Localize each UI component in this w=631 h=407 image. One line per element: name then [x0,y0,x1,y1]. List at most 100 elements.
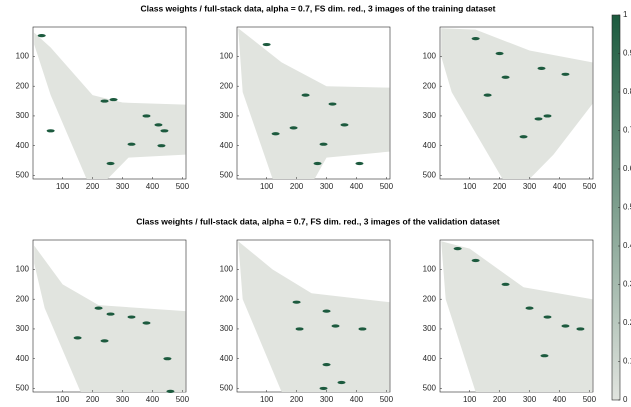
x-tick-label: 400 [146,395,160,404]
colorbar-tick-label: 1 [623,10,628,19]
image-blob [313,161,322,166]
x-tick-label: 300 [320,395,334,404]
x-tick-label: 500 [176,395,190,404]
image-blob [576,327,585,331]
image-blob [561,72,570,76]
image-blob [166,389,175,394]
image-blob [163,357,172,361]
x-tick-label: 500 [380,182,394,191]
x-tick-label: 200 [86,395,100,404]
y-tick-label: 300 [220,324,234,333]
y-tick-label: 200 [220,81,234,90]
image-blob [501,75,510,79]
x-tick-label: 100 [463,182,477,191]
x-tick-label: 300 [320,182,334,191]
image-blob [534,117,543,121]
x-tick-label: 500 [583,182,597,191]
y-tick-label: 300 [220,111,234,120]
image-blob [561,324,570,328]
image-blob [142,321,151,325]
image-blob [127,315,136,319]
x-tick-label: 100 [56,182,70,191]
x-tick-label: 400 [350,395,364,404]
image-blob [301,93,310,97]
y-tick-label: 500 [220,384,234,393]
image-blob [289,126,298,130]
image-blob [271,132,280,136]
image-blob [519,135,528,139]
y-tick-label: 100 [423,265,437,274]
y-tick-label: 500 [16,384,30,393]
image-blob [337,380,346,385]
x-tick-label: 200 [493,395,507,404]
image-region [441,28,593,180]
colorbar-tick-label: 0.2 [623,318,631,327]
y-tick-label: 500 [423,384,437,393]
y-tick-label: 100 [220,265,234,274]
colorbar-tick-label: 0 [623,395,628,404]
image-blob [319,386,328,391]
x-tick-label: 300 [116,182,130,191]
image-blob [543,315,552,319]
image-blob [540,354,549,358]
x-tick-label: 300 [116,395,130,404]
image-blob [292,300,301,304]
image-blob [127,142,136,146]
y-tick-label: 100 [423,52,437,61]
image-region [34,32,186,179]
x-tick-label: 200 [86,182,100,191]
y-tick-label: 300 [16,111,30,120]
image-blob [154,123,163,127]
image-blob [100,339,109,343]
image-blob [106,312,115,316]
colorbar-tick-label: 0.5 [623,203,631,212]
image-blob [358,327,367,331]
y-tick-label: 200 [220,294,234,303]
x-tick-label: 500 [583,395,597,404]
image-blob [537,66,546,70]
x-tick-label: 400 [350,182,364,191]
image-region [238,28,390,180]
image-region [441,241,593,392]
x-tick-label: 400 [146,182,160,191]
colorbar-tick-label: 0.7 [623,126,631,135]
x-tick-label: 100 [56,395,70,404]
image-blob [160,129,169,133]
image-blob [471,258,480,263]
panel-title: Class weights / full-stack data, alpha =… [141,3,496,13]
image-blob [106,161,115,166]
y-tick-label: 300 [423,324,437,333]
image-blob [471,37,480,41]
image-blob [142,114,151,118]
y-tick-label: 300 [423,111,437,120]
image-blob [543,114,552,118]
image-blob [295,327,304,331]
x-tick-label: 200 [493,182,507,191]
image-blob [525,306,534,310]
image-region [238,241,390,392]
y-tick-label: 300 [16,324,30,333]
image-blob [319,142,328,146]
colorbar-tick-label: 0.1 [623,357,631,366]
image-blob [73,336,82,340]
y-tick-label: 100 [16,52,30,61]
image-blob [495,51,504,56]
x-tick-label: 200 [290,182,304,191]
y-tick-label: 400 [423,141,437,150]
colorbar-tick-label: 0.3 [623,280,631,289]
y-tick-label: 200 [16,81,30,90]
image-blob [322,309,331,313]
image-blob [453,247,462,251]
colorbar-tick-label: 0.6 [623,164,631,173]
x-tick-label: 500 [380,395,394,404]
y-tick-label: 400 [220,141,234,150]
x-tick-label: 100 [260,395,274,404]
y-tick-label: 200 [423,81,437,90]
panel-title: Class weights / full-stack data, alpha =… [136,216,500,226]
x-tick-label: 100 [260,182,274,191]
image-blob [109,97,118,102]
x-tick-label: 300 [523,395,537,404]
y-tick-label: 100 [220,52,234,61]
